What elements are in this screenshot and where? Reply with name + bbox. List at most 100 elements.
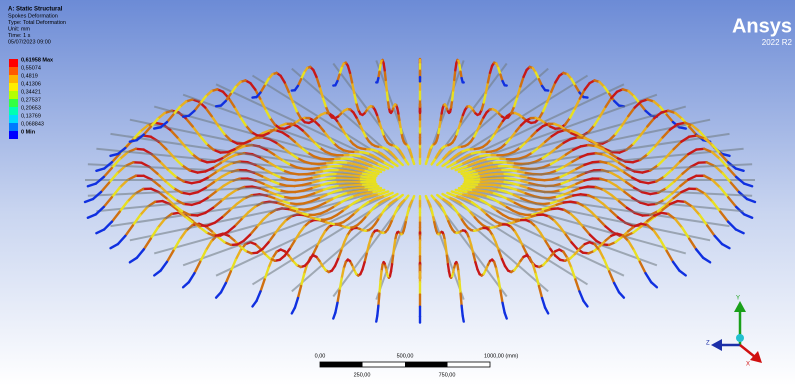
deformed-spoke [367, 177, 375, 178]
deformed-spoke [454, 70, 455, 80]
header-line: 05/07/2023 09:00 [8, 39, 51, 45]
header-line: Unit: mm [8, 26, 30, 32]
deformed-spoke [640, 182, 648, 183]
deformed-spoke [536, 180, 544, 181]
deformed-spoke [497, 181, 505, 182]
legend-label: 0,41306 [21, 81, 41, 87]
scale-segment [405, 362, 448, 367]
legend-label: 0,13769 [21, 113, 41, 119]
legend-label: 0,20653 [21, 105, 41, 111]
deformed-spoke [319, 175, 327, 176]
header-line: Spokes Deformation [8, 13, 58, 19]
deformed-spoke [130, 140, 137, 142]
deformed-spoke [452, 91, 453, 101]
legend-swatch [9, 91, 18, 99]
deformed-spoke [280, 190, 288, 192]
deformed-spoke [473, 176, 481, 177]
triad-ball [736, 334, 744, 342]
scale-label: 250,00 [354, 372, 371, 378]
deformed-spoke [481, 178, 489, 179]
deformed-spoke [447, 256, 448, 265]
deformed-spoke [182, 193, 190, 194]
deformed-spoke [377, 306, 378, 316]
scale-label: 1000,00 (mm) [484, 353, 518, 359]
legend-swatch [9, 75, 18, 83]
deformed-spoke [453, 80, 454, 91]
deformed-spoke [393, 247, 394, 255]
deformed-spoke [351, 175, 359, 176]
deformed-spoke [529, 178, 537, 180]
deformed-spoke [386, 80, 387, 91]
deformed-spoke [359, 179, 367, 180]
deformed-spoke [136, 149, 144, 150]
deformed-spoke [552, 190, 560, 192]
header-title: A: Static Structural [8, 7, 63, 13]
deformed-spoke [154, 127, 160, 128]
deformed-spoke [387, 91, 388, 101]
deformed-spoke [253, 97, 257, 98]
legend-label: 0 Min [21, 129, 36, 135]
deformed-spoke [380, 271, 381, 281]
deformed-spoke [696, 149, 704, 150]
deformed-spoke [327, 182, 335, 183]
legend-label: 0,27537 [21, 97, 41, 103]
deformed-spoke [335, 181, 343, 182]
deformed-spoke [505, 182, 513, 183]
triad-label: Y [736, 296, 740, 302]
deformed-spoke [481, 175, 489, 176]
deformed-spoke [648, 204, 656, 205]
deformed-spoke [184, 204, 192, 205]
deformed-spoke [544, 179, 552, 180]
legend-swatch [9, 59, 18, 67]
deformed-spoke [592, 162, 600, 163]
deformed-spoke [505, 178, 513, 179]
deformed-spoke [288, 179, 296, 180]
scale-label: 500,00 [397, 353, 414, 359]
scale-segment [320, 362, 363, 367]
deformed-spoke [359, 176, 367, 177]
logo: Ansys [732, 15, 792, 37]
deformed-spoke [296, 191, 304, 192]
header-line: Time: 1 s [8, 33, 31, 39]
deformed-spoke [184, 182, 192, 184]
deformed-spoke [294, 185, 302, 186]
deformed-spoke [473, 179, 481, 180]
legend-label: 0,55074 [21, 65, 41, 71]
deformed-spoke [183, 116, 189, 117]
deformed-spoke [489, 174, 497, 175]
deformed-spoke [216, 106, 221, 107]
deformed-spoke [327, 174, 335, 175]
deformed-spoke [378, 294, 379, 306]
deformed-spoke [461, 294, 462, 306]
deformed-spoke [446, 247, 447, 255]
deformed-spoke [458, 271, 459, 281]
legend-swatch [9, 99, 18, 107]
triad-label: X [746, 362, 750, 368]
deformed-spoke [460, 281, 461, 293]
deformed-spoke [650, 193, 658, 194]
legend-label: 0,61958 Max [21, 57, 54, 63]
deformed-spoke [648, 182, 656, 184]
legend-swatch [9, 131, 18, 139]
scale-bar [320, 362, 490, 367]
deformed-spoke [679, 127, 685, 128]
deformed-spoke [379, 281, 380, 293]
legend-label: 0,068843 [21, 121, 44, 127]
legend-label: 0,4819 [21, 73, 38, 79]
deformed-spoke [376, 316, 377, 322]
legend-swatch [9, 115, 18, 123]
deformed-spoke [392, 256, 393, 265]
legend-label: 0,34421 [21, 89, 41, 95]
scale-label: 0,00 [315, 353, 326, 359]
legend-swatch [9, 123, 18, 131]
legend-swatch [9, 83, 18, 91]
viewport: A: Static Structural Spokes DeformationT… [0, 0, 795, 386]
deformed-spoke [465, 177, 473, 178]
deformed-spoke [351, 178, 359, 179]
deformed-spoke [463, 316, 464, 322]
scale-label: 750,00 [439, 372, 456, 378]
header-line: Type: Total Deformation [8, 20, 66, 26]
triad-label: Z [706, 341, 710, 347]
version: 2022 R2 [762, 38, 793, 47]
deformed-spoke [385, 70, 386, 80]
